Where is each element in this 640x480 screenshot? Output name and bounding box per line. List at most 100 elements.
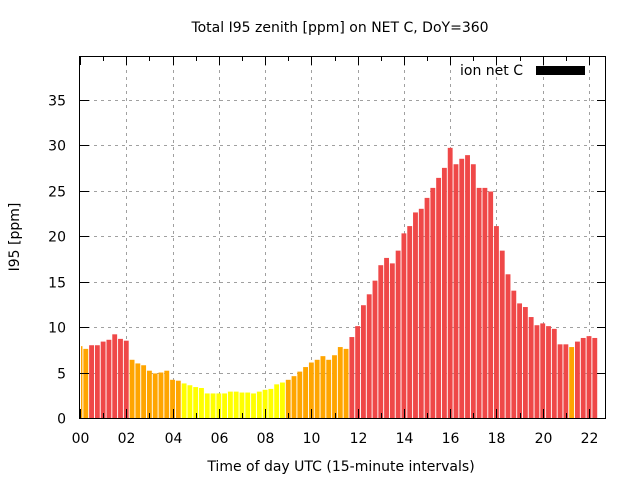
- x-tick-label: 22: [581, 431, 599, 447]
- bar: [89, 345, 94, 418]
- bar: [193, 387, 199, 418]
- bar: [343, 348, 349, 418]
- x-tick-label: 04: [165, 431, 183, 447]
- bar: [430, 187, 436, 418]
- bar: [326, 359, 332, 418]
- bar: [337, 347, 343, 418]
- bar: [81, 346, 83, 418]
- y-axis: 0 5 10 15 20 25 30 35: [48, 94, 606, 428]
- x-tick-label: 02: [118, 431, 136, 447]
- x-tick-label: 08: [257, 431, 275, 447]
- legend-label: ion net C: [460, 63, 523, 79]
- bar: [522, 307, 528, 418]
- bar: [395, 250, 401, 418]
- bar: [123, 340, 129, 418]
- bar: [199, 387, 204, 418]
- bar: [441, 167, 447, 418]
- bar: [164, 370, 170, 418]
- bar: [216, 393, 222, 418]
- bar: [135, 363, 141, 418]
- bar: [465, 155, 470, 419]
- bar: [528, 317, 534, 418]
- bar: [384, 257, 389, 418]
- bar: [349, 337, 355, 418]
- bar: [436, 177, 442, 418]
- bar: [245, 392, 251, 418]
- y-tick-label: 10: [48, 321, 66, 337]
- bar: [83, 348, 89, 418]
- bar: [141, 365, 147, 418]
- bar: [546, 326, 551, 418]
- plot-frame: [79, 56, 606, 419]
- bar: [274, 384, 280, 418]
- bar: [112, 334, 118, 418]
- x-axis-label: Time of day UTC (15-minute intervals): [206, 459, 474, 475]
- bar: [181, 383, 187, 418]
- bars: [81, 147, 598, 419]
- bar: [511, 290, 517, 418]
- chart-title: Total I95 zenith [ppm] on NET C, DoY=360: [190, 20, 488, 36]
- bar: [592, 337, 598, 418]
- bar: [118, 338, 123, 418]
- bar: [424, 197, 430, 418]
- bar: [557, 344, 563, 418]
- bar: [320, 356, 326, 418]
- x-tick-label: 14: [396, 431, 414, 447]
- bar: [152, 373, 158, 418]
- bar: [586, 336, 592, 418]
- bar: [569, 347, 575, 418]
- bar: [355, 326, 361, 418]
- bar: [129, 359, 135, 418]
- bar: [251, 393, 256, 418]
- y-axis-label: I95 [ppm]: [7, 203, 23, 272]
- bar: [204, 393, 210, 418]
- bar: [106, 339, 112, 418]
- bar: [413, 212, 418, 418]
- legend-swatch: [536, 66, 585, 75]
- bar: [401, 233, 407, 418]
- bar: [262, 389, 268, 418]
- bar: [372, 280, 378, 418]
- bar: [285, 379, 291, 418]
- bar: [291, 376, 297, 418]
- y-tick-label: 5: [57, 367, 66, 383]
- bar: [580, 337, 586, 418]
- x-tick-label: 00: [72, 431, 90, 447]
- bar: [494, 226, 499, 418]
- bar: [563, 344, 569, 418]
- bar: [575, 341, 580, 418]
- bar: [332, 355, 337, 418]
- x-tick-label: 20: [535, 431, 553, 447]
- bar: [540, 323, 546, 418]
- bar: [517, 303, 523, 418]
- x-tick-label: 06: [211, 431, 229, 447]
- bar: [100, 341, 106, 418]
- x-tick-label: 12: [350, 431, 368, 447]
- bar: [233, 391, 239, 418]
- bar: [360, 305, 366, 418]
- bar: [534, 325, 540, 418]
- bar: [482, 187, 488, 418]
- bar: [314, 359, 320, 418]
- y-tick-label: 0: [57, 412, 66, 428]
- bar: [239, 392, 245, 418]
- bar: [146, 370, 152, 418]
- bar: [187, 385, 193, 418]
- bar: [488, 191, 494, 418]
- bar: [256, 391, 262, 418]
- bar: [175, 380, 181, 418]
- bar: [453, 164, 459, 418]
- bar: [505, 274, 511, 418]
- x-tick-label: 18: [488, 431, 506, 447]
- bar: [418, 208, 424, 418]
- y-tick-label: 25: [48, 185, 66, 201]
- bar: [94, 345, 100, 418]
- x-axis: 00 02 04 06 08 10 12 14 16 18 20 22: [72, 56, 599, 447]
- bar: [222, 393, 228, 418]
- bar: [227, 391, 233, 418]
- bar: [551, 328, 557, 418]
- bar: [476, 187, 482, 418]
- bar: [447, 147, 453, 418]
- bar: [268, 388, 274, 418]
